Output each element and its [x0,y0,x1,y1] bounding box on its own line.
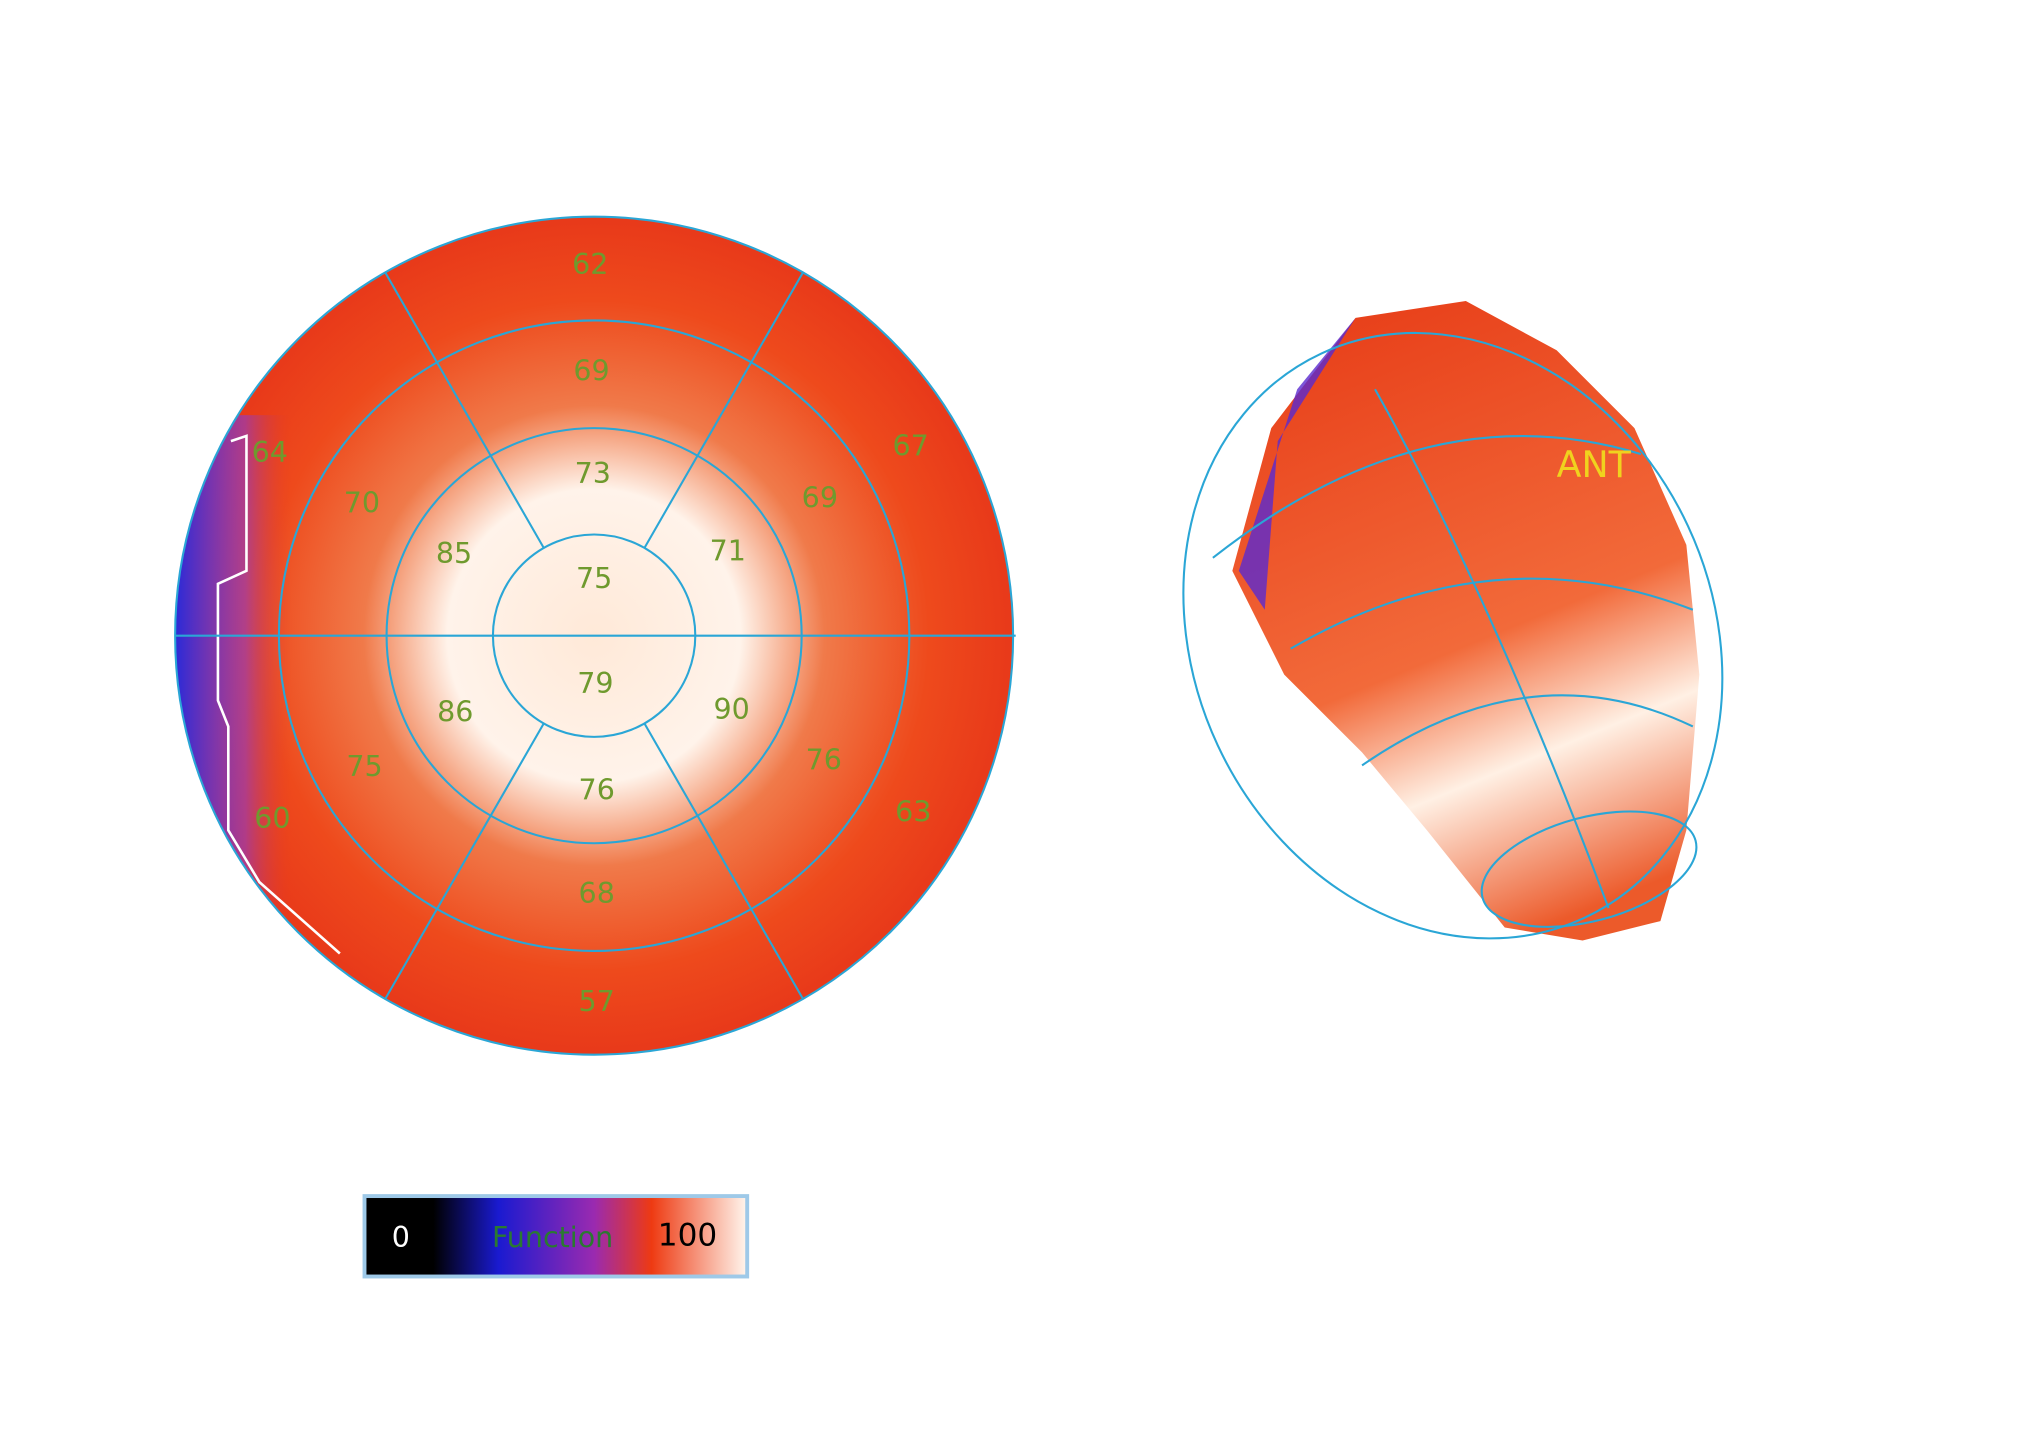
defect-outline [216,434,341,955]
segment-value: 69 [802,481,838,514]
segment-value: 62 [572,248,608,281]
segment-value: 76 [579,773,615,806]
segment-value: 71 [710,535,746,568]
polar-grid [174,215,1016,1056]
segment-value: 75 [576,562,612,595]
segment-value: 70 [344,487,380,520]
segment-value: 73 [575,457,611,490]
segment-value: 68 [579,877,615,910]
segment-value: 69 [573,354,609,387]
color-scale [362,1194,750,1279]
segment-value: 90 [713,693,749,726]
segment-value: 60 [254,802,290,835]
polar-map: 62 69 73 75 79 76 68 57 64 70 85 86 75 6… [174,215,1016,1056]
segment-value: 57 [579,985,615,1018]
low-function-region [175,415,292,1038]
segment-values: 62 69 73 75 79 76 68 57 64 70 85 86 75 6… [252,248,932,1018]
low-function-region [1238,317,1356,610]
scale-title: Function [492,1221,613,1254]
segment-value: 76 [806,744,842,777]
scale-max: 100 [658,1217,717,1253]
ventricle-surface [1232,301,1700,941]
segment-value: 63 [895,795,931,828]
surface-view: ANT [1182,301,1724,941]
surface-grid [1182,331,1724,940]
scale-min: 0 [392,1221,410,1254]
segment-value: 86 [437,696,473,729]
color-bar: 0 Function 100 [362,1194,750,1279]
segment-value: 75 [346,750,382,783]
segment-value: 67 [892,430,928,463]
segment-value: 64 [252,436,288,469]
view-label: ANT [1557,443,1632,486]
segment-value: 85 [436,537,472,570]
segment-value: 79 [577,667,613,700]
